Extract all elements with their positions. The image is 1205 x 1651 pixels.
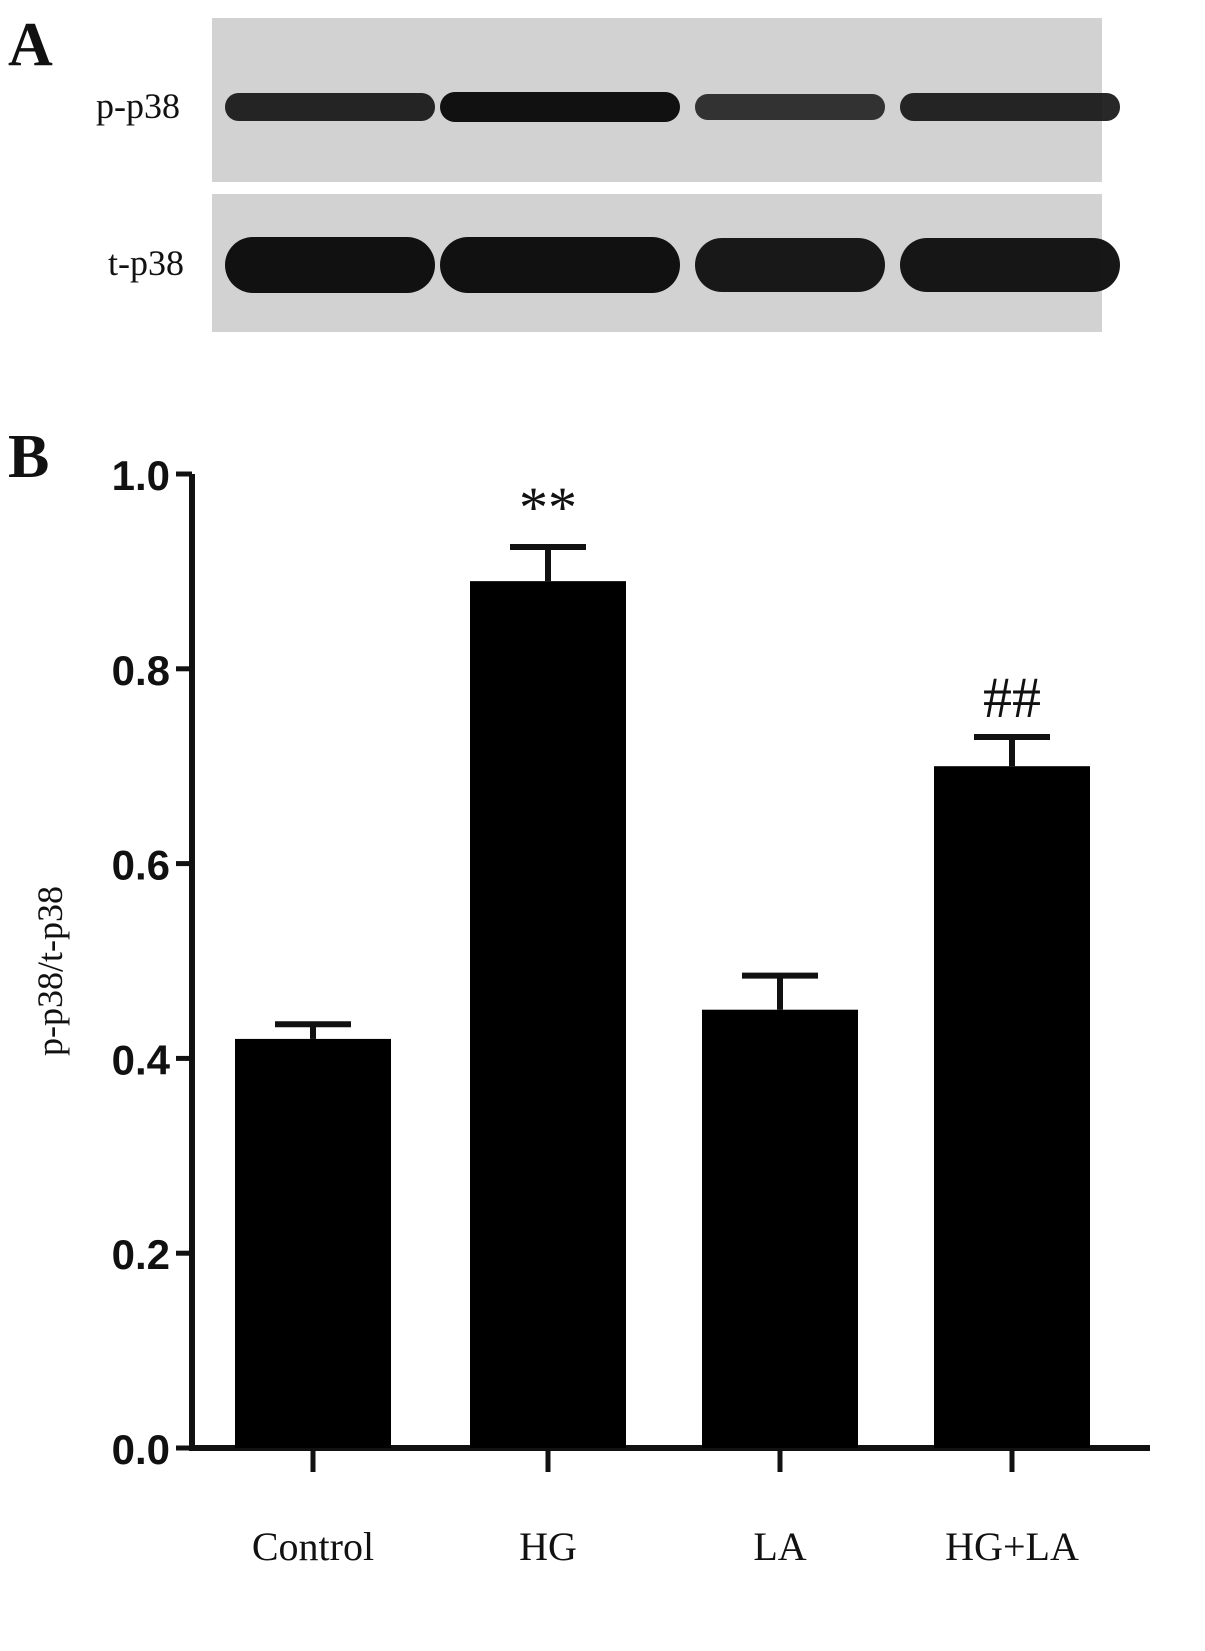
blot-row-label-t-p38: t-p38 — [108, 243, 184, 283]
band-p-p38-lane-1 — [225, 93, 435, 121]
band-t-p38-lane-4 — [900, 237, 1120, 293]
x-tick-label-LA: LA — [753, 1524, 806, 1569]
y-tick-label: 0.8 — [112, 647, 170, 694]
y-tick-label: 0.2 — [112, 1231, 170, 1278]
x-tick-label-Control: Control — [252, 1524, 374, 1569]
y-tick-label: 1.0 — [112, 452, 170, 499]
band-t-p38-lane-3 — [695, 237, 885, 293]
y-axis-title: p-p38/t-p38 — [30, 886, 70, 1056]
bar-Control — [235, 1038, 391, 1448]
blot-row-label-p-p38: p-p38 — [96, 86, 180, 126]
band-p-p38-lane-4 — [900, 93, 1120, 121]
band-p-p38-lane-2 — [440, 92, 680, 122]
panel-b-label: B — [8, 423, 50, 491]
bar-HG — [470, 581, 626, 1448]
band-p-p38-lane-3 — [695, 94, 885, 120]
significance-HG: ** — [519, 475, 577, 540]
bar-HG+LA — [934, 766, 1090, 1448]
y-tick-label: 0.6 — [112, 842, 170, 889]
x-tick-label-HG: HG — [519, 1524, 577, 1569]
x-tick-label-HG+LA: HG+LA — [945, 1524, 1079, 1569]
significance-HG+LA: ## — [983, 665, 1041, 730]
band-t-p38-lane-1 — [225, 237, 435, 293]
band-t-p38-lane-2 — [440, 237, 680, 293]
y-tick-label: 0.4 — [112, 1036, 171, 1083]
bar-LA — [702, 1009, 858, 1448]
panel-a-label: A — [8, 11, 53, 79]
y-tick-label: 0.0 — [112, 1426, 170, 1473]
